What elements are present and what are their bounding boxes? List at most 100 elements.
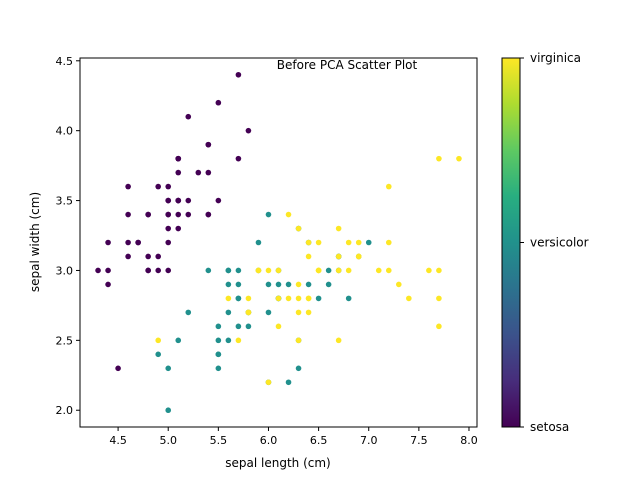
point-class-1 — [255, 239, 262, 246]
point-class-2 — [305, 309, 312, 316]
point-class-1 — [365, 239, 372, 246]
point-class-1 — [155, 351, 161, 358]
point-class-0 — [155, 253, 161, 260]
point-class-1 — [215, 337, 222, 344]
colorbar-label-setosa: setosa — [530, 420, 569, 434]
point-class-1 — [315, 295, 322, 302]
point-class-1 — [235, 323, 242, 330]
point-class-0 — [105, 239, 111, 246]
point-class-1 — [265, 309, 272, 316]
point-class-1 — [215, 365, 222, 372]
plot-frame — [79, 57, 478, 428]
point-class-1 — [265, 211, 272, 218]
point-class-0 — [235, 71, 242, 78]
point-class-0 — [175, 197, 182, 204]
point-class-2 — [245, 295, 252, 302]
point-class-2 — [436, 295, 442, 302]
point-class-1 — [285, 281, 292, 288]
colorbar-label-virginica: virginica — [530, 51, 581, 65]
point-class-0 — [175, 225, 182, 232]
point-class-2 — [305, 253, 312, 260]
x-tick-label: 6.5 — [310, 434, 328, 447]
point-class-2 — [265, 267, 272, 274]
point-class-2 — [295, 337, 302, 344]
point-class-2 — [295, 281, 302, 288]
point-class-0 — [165, 239, 172, 246]
point-class-2 — [335, 253, 342, 260]
point-class-1 — [345, 295, 352, 302]
x-tick-label: 4.5 — [109, 434, 127, 447]
point-class-0 — [245, 127, 252, 134]
point-class-0 — [105, 281, 111, 288]
point-class-0 — [175, 211, 182, 218]
point-class-1 — [325, 281, 332, 288]
x-tick-label: 7.5 — [410, 434, 428, 447]
x-tick-label: 5.5 — [210, 434, 228, 447]
point-class-0 — [105, 267, 111, 274]
point-class-0 — [155, 267, 161, 274]
colorbar-label-versicolor: versicolor — [530, 236, 589, 250]
point-class-0 — [165, 197, 172, 204]
y-axis-ticks: 2.0 2.5 3.0 3.5 4.0 4.5 — [56, 55, 80, 417]
point-class-2 — [295, 295, 302, 302]
chart-title: Before PCA Scatter Plot — [277, 58, 418, 72]
point-class-2 — [295, 309, 302, 316]
point-class-2 — [385, 267, 392, 274]
y-tick-label: 4.0 — [56, 125, 74, 138]
point-class-2 — [305, 239, 312, 246]
point-class-2 — [335, 225, 342, 232]
x-axis-ticks: 4.5 5.0 5.5 6.0 6.5 7.0 7.5 8.0 — [109, 427, 478, 447]
point-class-0 — [165, 225, 172, 232]
point-class-0 — [145, 253, 151, 260]
point-class-0 — [215, 197, 222, 204]
point-class-2 — [285, 295, 292, 302]
point-class-0 — [205, 211, 212, 218]
colorbar-ticks: setosa versicolor virginica — [520, 51, 589, 434]
point-class-1 — [245, 323, 252, 330]
y-tick-label: 2.0 — [56, 404, 74, 417]
point-class-2 — [265, 379, 272, 386]
point-class-2 — [285, 211, 292, 218]
x-axis-label: sepal length (cm) — [225, 456, 330, 470]
point-class-0 — [185, 211, 192, 218]
point-class-0 — [155, 183, 161, 190]
point-class-2 — [436, 323, 442, 330]
point-class-2 — [235, 337, 242, 344]
point-class-2 — [275, 323, 282, 330]
point-class-1 — [305, 281, 312, 288]
point-class-1 — [225, 309, 232, 316]
point-class-0 — [185, 197, 192, 204]
point-class-1 — [215, 351, 222, 358]
point-class-2 — [335, 267, 342, 274]
point-class-1 — [215, 323, 222, 330]
point-class-2 — [385, 183, 392, 190]
point-class-2 — [385, 239, 392, 246]
point-class-1 — [205, 267, 212, 274]
point-class-1 — [165, 365, 172, 372]
point-class-0 — [125, 183, 131, 190]
point-class-2 — [315, 239, 322, 246]
point-class-0 — [185, 113, 192, 120]
point-class-1 — [185, 309, 192, 316]
colorbar: setosa versicolor virginica — [501, 51, 589, 434]
point-class-0 — [125, 211, 131, 218]
y-tick-label: 4.5 — [56, 55, 74, 68]
point-class-2 — [355, 253, 362, 260]
point-class-1 — [235, 267, 242, 274]
point-class-2 — [155, 337, 161, 344]
point-class-2 — [355, 239, 362, 246]
y-tick-label: 3.5 — [56, 195, 74, 208]
point-class-2 — [305, 295, 312, 302]
point-class-2 — [315, 267, 322, 274]
point-class-2 — [345, 267, 352, 274]
x-tick-label: 5.0 — [159, 434, 177, 447]
y-tick-label: 2.5 — [56, 334, 74, 347]
point-class-0 — [235, 155, 242, 162]
point-class-1 — [285, 379, 292, 386]
point-class-2 — [335, 337, 342, 344]
point-class-1 — [235, 281, 242, 288]
y-tick-label: 3.0 — [56, 264, 74, 277]
point-class-0 — [145, 267, 151, 274]
point-class-1 — [225, 337, 232, 344]
point-class-0 — [135, 239, 141, 246]
